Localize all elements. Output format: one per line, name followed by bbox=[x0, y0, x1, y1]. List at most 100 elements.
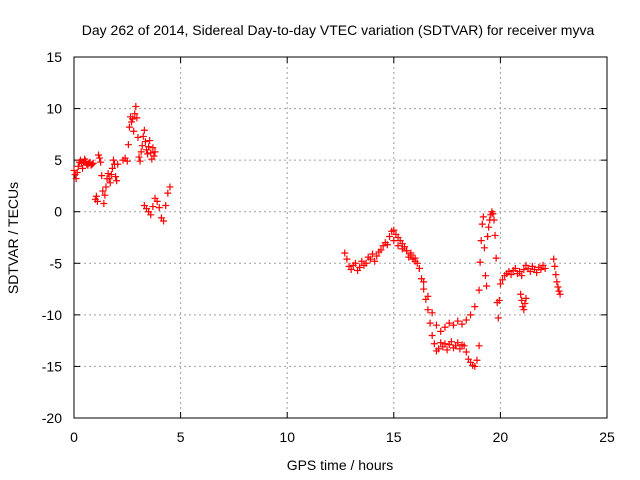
data-point bbox=[420, 278, 428, 286]
data-point bbox=[435, 345, 443, 353]
data-point bbox=[160, 217, 168, 225]
data-point bbox=[98, 172, 106, 180]
y-tick-label: -10 bbox=[42, 307, 62, 323]
plot-frame bbox=[73, 56, 608, 419]
data-point bbox=[496, 280, 504, 288]
x-tick-label: 10 bbox=[279, 429, 295, 445]
data-point bbox=[445, 319, 453, 327]
data-point bbox=[476, 258, 484, 266]
data-points bbox=[70, 103, 564, 370]
data-point bbox=[100, 199, 108, 207]
data-point bbox=[93, 197, 101, 205]
data-point bbox=[95, 151, 103, 159]
data-point bbox=[390, 237, 398, 245]
data-point bbox=[138, 142, 146, 150]
data-point bbox=[101, 191, 109, 199]
data-point bbox=[99, 187, 107, 195]
data-point bbox=[150, 152, 158, 160]
y-tick-labels: -20 -15 -10 -5 0 5 10 15 bbox=[42, 49, 62, 426]
data-point bbox=[386, 232, 394, 240]
data-point bbox=[146, 137, 154, 145]
data-point bbox=[164, 189, 172, 197]
data-point bbox=[124, 141, 132, 149]
data-point bbox=[428, 331, 436, 339]
data-point bbox=[113, 177, 121, 185]
data-point bbox=[147, 149, 155, 157]
data-point bbox=[137, 148, 145, 156]
data-point bbox=[105, 175, 113, 183]
data-point bbox=[132, 103, 140, 111]
data-point bbox=[347, 265, 355, 273]
data-point bbox=[403, 247, 411, 255]
data-point bbox=[426, 319, 434, 327]
data-point bbox=[495, 296, 503, 304]
data-point bbox=[366, 255, 374, 263]
data-point bbox=[383, 241, 391, 249]
data-point bbox=[411, 254, 419, 262]
data-point bbox=[88, 160, 96, 168]
data-point bbox=[458, 320, 466, 328]
data-point bbox=[398, 245, 406, 253]
data-point bbox=[520, 265, 528, 273]
data-point bbox=[475, 342, 483, 350]
data-point bbox=[494, 314, 502, 322]
data-point bbox=[454, 317, 462, 325]
data-point bbox=[473, 356, 481, 364]
data-point bbox=[521, 300, 529, 308]
data-point bbox=[362, 259, 370, 267]
data-point bbox=[394, 242, 402, 250]
data-point bbox=[371, 257, 379, 265]
data-point bbox=[343, 255, 351, 263]
data-point bbox=[114, 160, 122, 168]
grid-lines bbox=[74, 57, 607, 418]
x-tick-label: 5 bbox=[177, 429, 185, 445]
data-point bbox=[499, 276, 507, 284]
data-point bbox=[550, 255, 558, 263]
data-point bbox=[437, 339, 445, 347]
data-point bbox=[147, 211, 155, 219]
data-point bbox=[134, 133, 142, 141]
data-point bbox=[407, 249, 415, 257]
data-point bbox=[133, 114, 141, 122]
data-point bbox=[424, 306, 432, 314]
data-point bbox=[462, 316, 470, 324]
data-point bbox=[107, 171, 115, 179]
data-point bbox=[136, 157, 144, 165]
data-point bbox=[437, 327, 445, 335]
y-tick-label: 0 bbox=[54, 204, 62, 220]
data-point bbox=[475, 286, 483, 294]
data-point bbox=[358, 257, 366, 265]
chart-title: Day 262 of 2014, Sidereal Day-to-day VTE… bbox=[82, 22, 595, 38]
data-point bbox=[477, 237, 485, 245]
data-point bbox=[153, 197, 161, 205]
data-point bbox=[456, 345, 464, 353]
y-axis-label: SDTVAR / TECUs bbox=[5, 182, 21, 294]
data-point bbox=[555, 287, 563, 295]
data-point bbox=[478, 220, 486, 228]
data-point bbox=[89, 159, 97, 167]
data-point bbox=[149, 144, 157, 152]
data-point bbox=[131, 110, 139, 118]
data-point bbox=[471, 303, 479, 311]
data-point bbox=[553, 278, 561, 286]
data-point bbox=[341, 249, 349, 257]
y-tick-label: -20 bbox=[42, 410, 62, 426]
data-point bbox=[483, 282, 491, 290]
data-point bbox=[516, 268, 524, 276]
data-point bbox=[537, 265, 545, 273]
data-point bbox=[471, 362, 479, 370]
y-tick-label: 5 bbox=[54, 152, 62, 168]
data-point bbox=[140, 126, 148, 134]
y-tick-label: 10 bbox=[46, 101, 62, 117]
data-point bbox=[96, 154, 104, 162]
data-point bbox=[108, 164, 116, 172]
data-point bbox=[109, 156, 117, 164]
data-point bbox=[424, 292, 432, 300]
data-point bbox=[72, 175, 80, 183]
data-point bbox=[507, 271, 515, 279]
data-point bbox=[155, 204, 163, 212]
data-point bbox=[413, 259, 421, 267]
data-point bbox=[480, 244, 488, 252]
data-point bbox=[74, 162, 82, 170]
data-point bbox=[533, 269, 541, 277]
